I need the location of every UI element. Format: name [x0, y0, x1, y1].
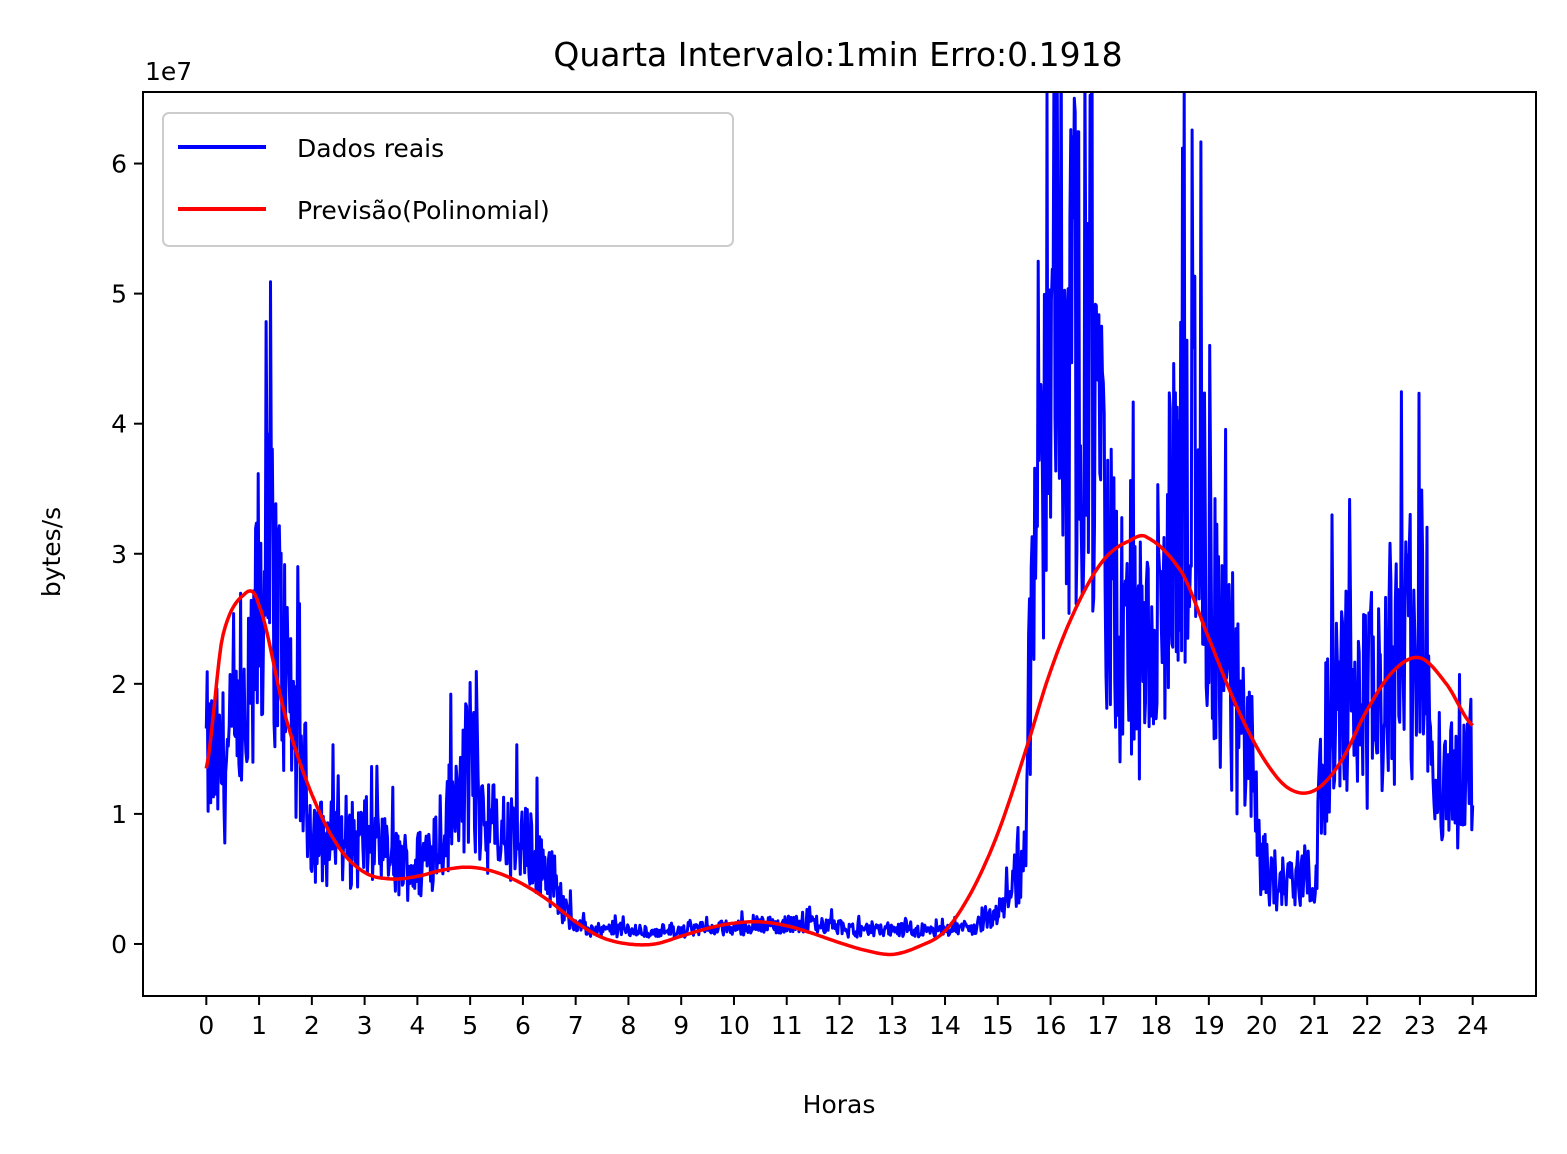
chart-title: Quarta Intervalo:1min Erro:0.1918 [553, 35, 1122, 74]
plot-frame [142, 91, 1537, 997]
legend-box [162, 112, 734, 247]
series-line-1 [204, 533, 1474, 957]
y-tick-label: 0 [111, 930, 127, 959]
x-tick-label: 10 [718, 1011, 750, 1040]
y-tick-label: 2 [111, 670, 127, 699]
legend-label-previsao: Previsão(Polinomial) [297, 196, 550, 225]
y-tick-label: 1 [111, 800, 127, 829]
x-tick-label: 8 [620, 1011, 636, 1040]
x-tick-label: 14 [929, 1011, 961, 1040]
x-tick-label: 0 [198, 1011, 214, 1040]
x-tick-label: 20 [1246, 1011, 1278, 1040]
x-tick-label: 7 [568, 1011, 584, 1040]
x-tick-label: 18 [1140, 1011, 1172, 1040]
legend-label-dados-reais: Dados reais [297, 134, 444, 163]
y-tick-label: 4 [111, 410, 127, 439]
x-tick-label: 16 [1035, 1011, 1067, 1040]
x-tick-label: 15 [982, 1011, 1014, 1040]
x-tick-label: 12 [824, 1011, 856, 1040]
y-tick-label: 5 [111, 280, 127, 309]
y-tick-label: 3 [111, 540, 127, 569]
y-axis-offset-label: 1e7 [145, 57, 192, 86]
x-tick-label: 23 [1404, 1011, 1436, 1040]
legend: Dados reais Previsão(Polinomial) [162, 112, 734, 247]
x-tick-label: 21 [1298, 1011, 1330, 1040]
x-tick-label: 9 [673, 1011, 689, 1040]
x-tick-label: 3 [357, 1011, 373, 1040]
x-tick-label: 2 [304, 1011, 320, 1040]
series-line-0 [204, 92, 1475, 939]
axis-ticks: 0 1 2 3 4 5 6 7 8 9 10 11 12 13 14 15 16 17 18 19 20 21 22 23 24… [111, 150, 1488, 1040]
x-tick-label: 24 [1457, 1011, 1489, 1040]
plot-area [204, 92, 1475, 957]
y-axis-label: bytes/s [37, 507, 66, 597]
x-tick-label: 17 [1087, 1011, 1119, 1040]
x-tick-label: 5 [462, 1011, 478, 1040]
x-tick-label: 1 [251, 1011, 267, 1040]
x-tick-label: 19 [1193, 1011, 1225, 1040]
x-tick-label: 4 [409, 1011, 425, 1040]
x-axis-label: Horas [803, 1090, 876, 1119]
x-tick-label: 6 [515, 1011, 531, 1040]
x-tick-label: 11 [771, 1011, 803, 1040]
x-tick-label: 22 [1351, 1011, 1383, 1040]
y-tick-label: 6 [111, 150, 127, 179]
x-tick-label: 13 [876, 1011, 908, 1040]
